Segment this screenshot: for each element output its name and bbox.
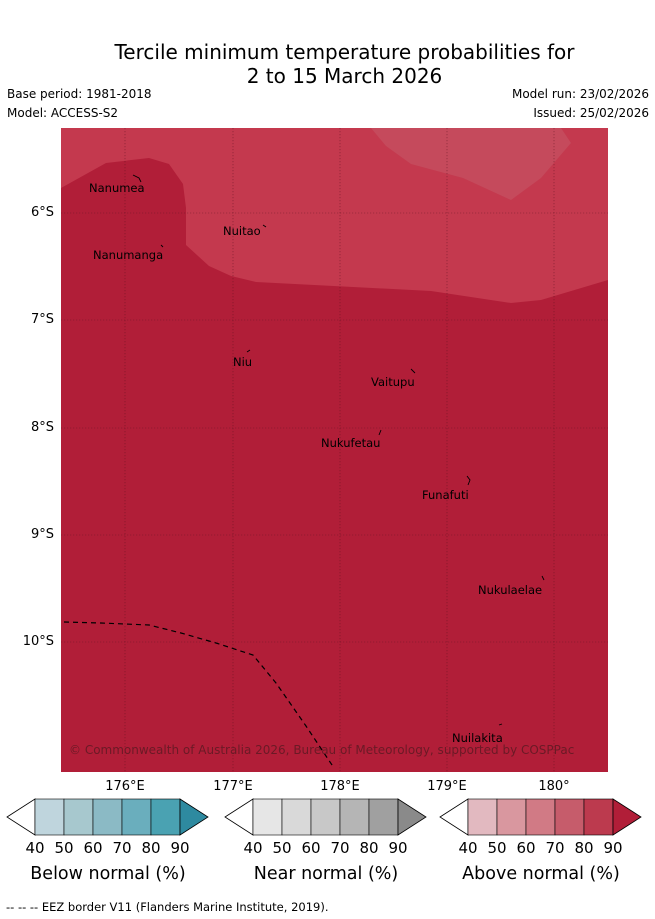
- colorbar-below-tick-90: 90: [170, 839, 190, 857]
- eez-border-line: [63, 621, 335, 769]
- colorbar-near-tick-50: 50: [272, 839, 292, 857]
- map-gridlines: [61, 128, 608, 772]
- island-label-nanumea: Nanumea: [89, 181, 145, 195]
- lon-label-177e: 177°E: [213, 779, 253, 794]
- island-nukufetau-shape: [378, 429, 382, 436]
- island-label-nanumanga: Nanumanga: [93, 248, 164, 262]
- colorbar-near-segment-70: [339, 798, 370, 836]
- colorbar-above-segment-60: [525, 798, 556, 836]
- colorbar-above-extend-low: [439, 798, 469, 836]
- eez-footnote: -- -- -- EEZ border V11 (Flanders Marine…: [6, 900, 329, 914]
- colorbars: [6, 798, 642, 836]
- colorbar-near-normal: [224, 798, 427, 836]
- lon-label-178e: 178°E: [320, 779, 360, 794]
- colorbar-below-segment-80: [150, 798, 181, 836]
- colorbar-below-segment-60: [92, 798, 123, 836]
- island-label-vaitupu: Vaitupu: [371, 375, 415, 389]
- island-nuitao-shape: [262, 224, 267, 228]
- colorbar-above-tick-60: 60: [516, 839, 536, 857]
- lat-label-8s: 8°S: [30, 420, 54, 435]
- probability-map: [61, 128, 608, 772]
- colorbar-below-tick-40: 40: [25, 839, 45, 857]
- colorbar-below-tick-60: 60: [83, 839, 103, 857]
- colorbar-near-segment-40: [252, 798, 283, 836]
- island-nanumanga-shape: [160, 244, 164, 248]
- base-period-label: Base period: 1981-2018: [7, 87, 152, 101]
- colorbar-above-extend-high: [612, 798, 642, 836]
- colorbar-below-extend-low: [6, 798, 36, 836]
- colorbar-above-tick-40: 40: [458, 839, 478, 857]
- colorbar-above-tick-50: 50: [487, 839, 507, 857]
- island-label-funafuti: Funafuti: [422, 488, 469, 502]
- colorbar-near-tick-90: 90: [388, 839, 408, 857]
- colorbar-above-tick-70: 70: [545, 839, 565, 857]
- colorbar-above-normal: [439, 798, 642, 836]
- colorbar-title-near: Near normal (%): [253, 864, 399, 884]
- lat-label-6s: 6°S: [30, 205, 54, 220]
- island-niu-shape: [246, 349, 251, 353]
- island-shapes: [132, 174, 545, 726]
- lat-label-7s: 7°S: [30, 312, 54, 327]
- colorbar-title-above: Above normal (%): [462, 864, 620, 884]
- colorbar-near-segment-60: [310, 798, 341, 836]
- model-label: Model: ACCESS-S2: [7, 106, 119, 120]
- colorbar-above-segment-40: [467, 798, 498, 836]
- colorbar-near-tick-40: 40: [243, 839, 263, 857]
- island-label-nuilakita: Nuilakita: [452, 731, 503, 745]
- island-label-nuitao: Nuitao: [223, 224, 261, 238]
- colorbar-below-segment-40: [34, 798, 65, 836]
- island-label-nukulaelae: Nukulaelae: [478, 583, 543, 597]
- colorbar-above-tick-80: 80: [574, 839, 594, 857]
- colorbar-near-segment-80: [368, 798, 399, 836]
- colorbar-below-tick-70: 70: [112, 839, 132, 857]
- colorbar-near-tick-60: 60: [301, 839, 321, 857]
- copyright-notice: © Commonwealth of Australia 2026, Bureau…: [69, 743, 575, 757]
- lat-label-9s: 9°S: [30, 527, 54, 542]
- colorbar-above-segment-70: [554, 798, 585, 836]
- lon-label-179e: 179°E: [427, 779, 467, 794]
- colorbar-below-extend-high: [179, 798, 209, 836]
- island-nukulaelae-shape: [541, 575, 545, 581]
- lat-label-10s: 10°S: [22, 634, 54, 649]
- island-vaitupu-shape: [410, 368, 416, 374]
- colorbar-above-segment-80: [583, 798, 614, 836]
- colorbar-below-segment-70: [121, 798, 152, 836]
- island-label-niu: Niu: [233, 355, 253, 369]
- island-funafuti-shape: [466, 475, 471, 486]
- colorbar-near-extend-low: [224, 798, 254, 836]
- colorbar-above-tick-90: 90: [603, 839, 623, 857]
- colorbar-below-tick-80: 80: [141, 839, 161, 857]
- colorbar-above-segment-50: [496, 798, 527, 836]
- colorbar-below-normal: [6, 798, 209, 836]
- issued-label: Issued: 25/02/2026: [533, 106, 649, 120]
- chart-title-line2: 2 to 15 March 2026: [246, 64, 443, 88]
- lon-label-180: 180°: [538, 779, 570, 794]
- colorbar-near-extend-high: [397, 798, 427, 836]
- colorbar-title-below: Below normal (%): [30, 864, 186, 884]
- colorbar-near-tick-70: 70: [330, 839, 350, 857]
- lon-label-176e: 176°E: [105, 779, 145, 794]
- colorbar-near-segment-50: [281, 798, 312, 836]
- above-normal-60-region: [371, 128, 571, 200]
- chart-title-line1: Tercile minimum temperature probabilitie…: [114, 40, 575, 64]
- island-nuilakita-shape: [498, 723, 503, 726]
- colorbar-below-tick-50: 50: [54, 839, 74, 857]
- colorbar-below-segment-50: [63, 798, 94, 836]
- island-label-nukufetau: Nukufetau: [321, 436, 381, 450]
- model-run-label: Model run: 23/02/2026: [511, 87, 649, 101]
- colorbar-near-tick-80: 80: [359, 839, 379, 857]
- island-nanumea-shape: [132, 174, 142, 183]
